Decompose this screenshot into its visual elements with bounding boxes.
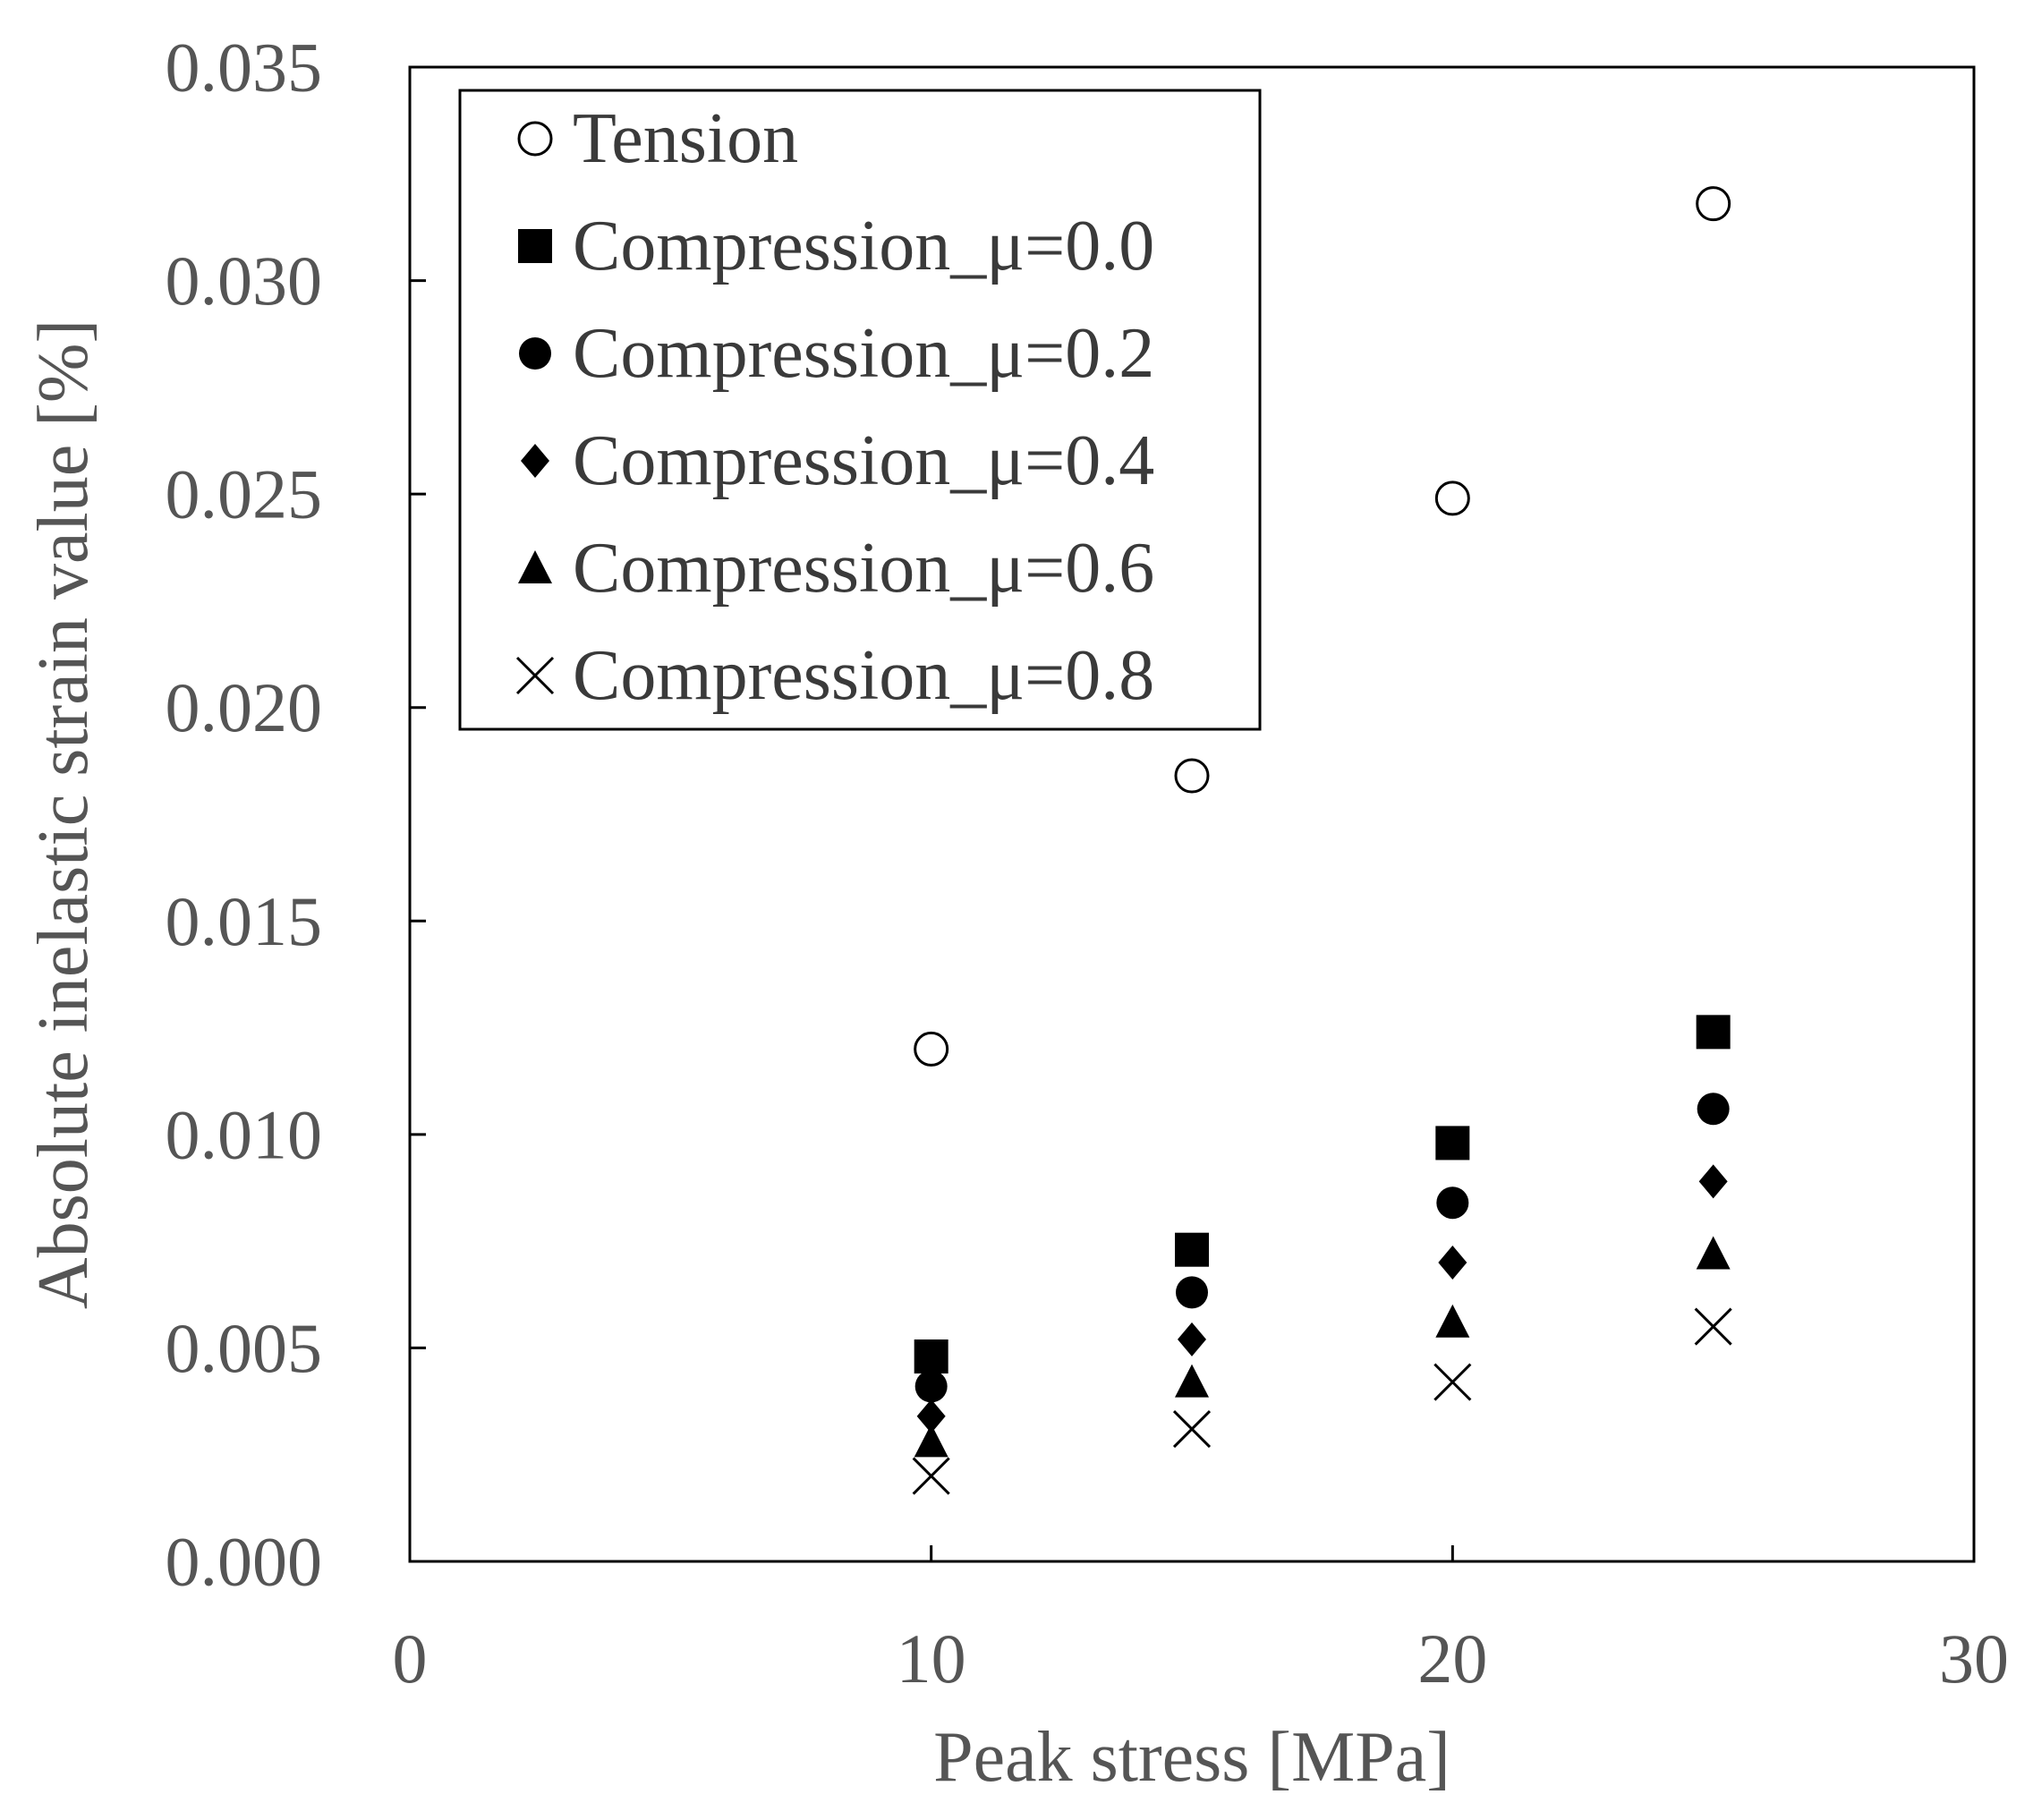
series-0 — [914, 186, 1731, 1067]
legend-label: Compression_μ=0.6 — [573, 529, 1154, 608]
data-point — [1172, 1410, 1212, 1449]
data-point — [1435, 1126, 1470, 1161]
series-3 — [916, 1164, 1728, 1433]
legend-label: Compression_μ=0.0 — [573, 207, 1154, 285]
data-point — [916, 1399, 946, 1433]
legend-label: Compression_μ=0.8 — [573, 636, 1154, 715]
y-axis-title: Absolute inelastic strain value [%] — [24, 319, 103, 1309]
data-point — [1434, 481, 1470, 516]
data-point — [912, 1457, 950, 1495]
data-point — [1694, 1307, 1732, 1346]
data-point — [1696, 186, 1731, 222]
y-tick-label: 0.025 — [166, 455, 323, 533]
series-5 — [912, 1307, 1732, 1495]
data-point — [1435, 1304, 1470, 1338]
legend-marker — [518, 229, 552, 263]
data-point — [914, 1031, 949, 1067]
x-tick-label: 10 — [897, 1620, 966, 1697]
y-tick-label: 0.005 — [166, 1309, 323, 1387]
legend-box — [458, 89, 1262, 731]
data-point — [1178, 1322, 1206, 1356]
x-tick-label: 30 — [1939, 1620, 2009, 1697]
y-axis-ticks: 0.000 0.005 0.010 0.015 0.020 0.025 0.030 0.035 — [166, 29, 426, 1601]
data-point — [1438, 1246, 1467, 1280]
legend-item: Compression_μ=0.0 — [518, 207, 1154, 285]
legend-marker — [515, 656, 555, 695]
legend-item: Compression_μ=0.8 — [515, 636, 1154, 715]
x-axis-title: Peak stress [MPa] — [933, 1718, 1450, 1797]
legend-label: Compression_μ=0.2 — [573, 314, 1154, 393]
legend-item: Tension — [517, 99, 798, 178]
data-point — [1436, 1186, 1469, 1220]
series-1 — [914, 1015, 1731, 1374]
x-tick-label: 20 — [1417, 1620, 1487, 1697]
data-point — [1696, 1015, 1731, 1050]
legend-item: Compression_μ=0.6 — [518, 529, 1154, 608]
data-point — [914, 1370, 948, 1403]
data-point — [1696, 1236, 1731, 1270]
data-point — [1174, 758, 1210, 794]
data-point — [914, 1424, 948, 1458]
data-points — [912, 186, 1732, 1495]
y-tick-label: 0.000 — [166, 1523, 323, 1601]
legend-item: Compression_μ=0.2 — [519, 314, 1154, 393]
x-tick-label: 0 — [393, 1620, 428, 1697]
series-4 — [914, 1236, 1731, 1458]
plot-frame — [408, 65, 1976, 1563]
data-point — [1697, 1093, 1730, 1126]
legend-label: Tension — [573, 99, 798, 178]
y-tick-label: 0.035 — [166, 29, 323, 106]
data-point — [1698, 1164, 1728, 1199]
data-point — [1175, 1232, 1209, 1267]
legend: Tension Compression_μ=0.0 Compression_μ=0.… — [515, 99, 1154, 715]
data-point — [914, 1339, 948, 1374]
y-tick-label: 0.010 — [166, 1095, 323, 1173]
y-tick-label: 0.030 — [166, 242, 323, 319]
data-point — [1433, 1363, 1472, 1401]
y-tick-label: 0.015 — [166, 882, 323, 960]
legend-marker — [519, 337, 551, 370]
series-2 — [914, 1093, 1730, 1403]
data-point — [1176, 1276, 1208, 1309]
x-axis-ticks: 0 10 20 30 — [393, 1545, 2009, 1697]
legend-label: Compression_μ=0.4 — [573, 421, 1154, 500]
legend-item: Compression_μ=0.4 — [521, 421, 1154, 500]
legend-marker — [521, 444, 549, 478]
legend-marker — [517, 121, 553, 157]
data-point — [1175, 1364, 1209, 1398]
legend-marker — [518, 550, 552, 583]
y-tick-label: 0.020 — [166, 668, 323, 746]
